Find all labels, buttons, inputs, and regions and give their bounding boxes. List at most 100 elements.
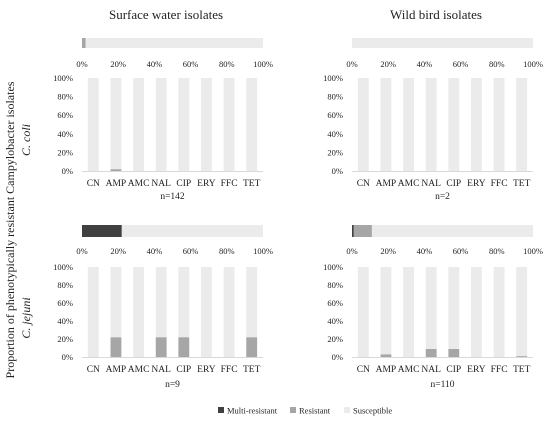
bar-amc-susceptible: [403, 267, 414, 357]
x-tick-label: 0%: [346, 246, 357, 256]
legend-label: Resistant: [299, 406, 331, 416]
bar-cip-susceptible: [448, 78, 460, 171]
category-label: NAL: [421, 179, 441, 189]
category-label: TET: [513, 179, 531, 189]
y-tick-label: 20%: [57, 147, 73, 157]
y-tick-label: 20%: [57, 334, 73, 344]
y-tick-label: 80%: [57, 280, 73, 290]
bar-amc-susceptible: [133, 78, 144, 171]
category-label: NAL: [151, 179, 171, 189]
bar-amp-resistant: [110, 337, 122, 357]
y-tick-label: 100%: [53, 73, 73, 83]
y-tick-label: 0%: [332, 352, 343, 362]
legend-label: Multi-resistant: [227, 406, 278, 416]
panel-c-jejuni-wild-bird-strip: 0% 20% 40% 60% 80% 100%: [346, 225, 543, 256]
bar-ffc-susceptible: [223, 267, 235, 357]
strip-segment-resistant: [353, 225, 372, 237]
panel-c-jejuni-wild-bird-bars: 0% 20% 40% 60% 80% 100% CN AMP AMC NAL CIP ERY FFC TE…: [323, 262, 533, 390]
column-title-wild-bird: Wild bird isolates: [390, 7, 482, 22]
strip-segment-susceptible: [121, 225, 263, 237]
row-label-c-coli: C. coli: [19, 124, 33, 156]
category-label: FFC: [491, 365, 508, 375]
category-label: AMC: [398, 179, 420, 189]
y-tick-label: 60%: [57, 298, 73, 308]
legend-swatch-resistant: [290, 407, 296, 413]
category-label: CN: [357, 179, 370, 189]
category-label: CIP: [446, 179, 461, 189]
x-tick-label: 20%: [380, 59, 396, 69]
strip-segment-susceptible: [352, 38, 533, 48]
category-label: AMC: [128, 365, 150, 375]
panel-c-coli-wild-bird-bars: 0% 20% 40% 60% 80% 100% CN AMP AMC NAL CIP ERY FFC TE…: [323, 73, 533, 202]
category-label: TET: [513, 365, 531, 375]
x-tick-label: 0%: [76, 246, 87, 256]
x-tick-label: 60%: [453, 59, 469, 69]
strip-segment-susceptible: [371, 225, 533, 237]
y-tick-label: 80%: [327, 92, 343, 102]
x-tick-label: 80%: [489, 59, 505, 69]
bar-cn-susceptible: [87, 267, 99, 357]
panel-c-jejuni-surface-water-bars: 0% 20% 40% 60% 80% 100% CN AMP AMC NAL CIP ERY FFC TE…: [53, 262, 263, 390]
y-tick-label: 100%: [323, 262, 343, 272]
category-label: AMP: [106, 365, 127, 375]
legend: Multi-resistant Resistant Susceptible: [218, 406, 392, 416]
bar-cip-resistant: [448, 348, 460, 357]
bar-tet-resistant: [246, 337, 258, 357]
chart-panels: 0% 20% 40% 60% 80% 100%0%20%40%60%80%100%CN AM…: [53, 38, 543, 390]
bar-amp-resistant: [380, 354, 392, 357]
y-tick-label: 60%: [57, 110, 73, 120]
row-label-c-jejuni: C. jejuni: [19, 297, 33, 338]
x-tick-label: 0%: [76, 59, 87, 69]
y-tick-label: 40%: [57, 316, 73, 326]
bar-cn-susceptible: [87, 78, 99, 171]
category-label: FFC: [221, 365, 238, 375]
y-tick-label: 40%: [327, 129, 343, 139]
bar-amc-susceptible: [403, 78, 414, 171]
bar-cip-susceptible: [178, 78, 190, 171]
y-tick-label: 80%: [327, 280, 343, 290]
strip-segment-multi-resistant: [352, 225, 354, 237]
category-label: ERY: [197, 179, 216, 189]
bar-ery-susceptible: [471, 267, 482, 357]
bar-nal-susceptible: [425, 267, 437, 349]
bar-ffc-susceptible: [493, 78, 505, 171]
category-label: CIP: [176, 365, 191, 375]
bar-ffc-susceptible: [493, 267, 505, 357]
x-tick-label: 40%: [147, 59, 163, 69]
bar-amp-resistant: [110, 169, 122, 171]
y-tick-label: 0%: [62, 352, 73, 362]
sample-size-label: n=2: [435, 192, 450, 202]
legend-swatch-multi-resistant: [218, 407, 224, 413]
bar-cip-resistant: [178, 337, 190, 357]
category-label: ERY: [467, 179, 486, 189]
strip-segment-resistant: [82, 38, 86, 48]
column-title-surface-water: Surface water isolates: [109, 7, 223, 22]
x-tick-label: 100%: [523, 59, 543, 69]
category-label: AMP: [106, 179, 127, 189]
y-tick-label: 0%: [332, 166, 343, 176]
bar-nal-susceptible: [425, 78, 437, 171]
x-tick-label: 100%: [523, 246, 543, 256]
panel-c-coli-surface-water-strip: 0% 20% 40% 60% 80% 100%: [76, 38, 273, 69]
category-label: AMC: [398, 365, 420, 375]
category-label: ERY: [197, 365, 216, 375]
y-tick-label: 80%: [57, 92, 73, 102]
y-tick-label: 60%: [327, 110, 343, 120]
y-tick-label: 20%: [327, 334, 343, 344]
category-label: CN: [357, 365, 370, 375]
panel-c-coli-surface-water-bars: 0% 20% 40% 60% 80% 100% CN AMP AMC NAL CIP ERY FFC TE…: [53, 73, 263, 202]
y-tick-label: 0%: [62, 166, 73, 176]
y-tick-label: 40%: [57, 129, 73, 139]
x-tick-label: 40%: [417, 59, 433, 69]
y-axis-label: Proportion of phenotypically resistant C…: [3, 81, 17, 378]
bar-ffc-susceptible: [223, 78, 235, 171]
bar-tet-susceptible: [516, 267, 528, 357]
x-tick-label: 80%: [219, 59, 235, 69]
x-tick-label: 20%: [110, 59, 126, 69]
category-label: AMP: [376, 365, 397, 375]
legend-label: Susceptible: [353, 406, 392, 416]
panel-c-jejuni-surface-water-strip: 0% 20% 40% 60% 80% 100%: [76, 225, 273, 256]
category-label: TET: [243, 179, 261, 189]
bar-cip-susceptible: [448, 267, 460, 349]
